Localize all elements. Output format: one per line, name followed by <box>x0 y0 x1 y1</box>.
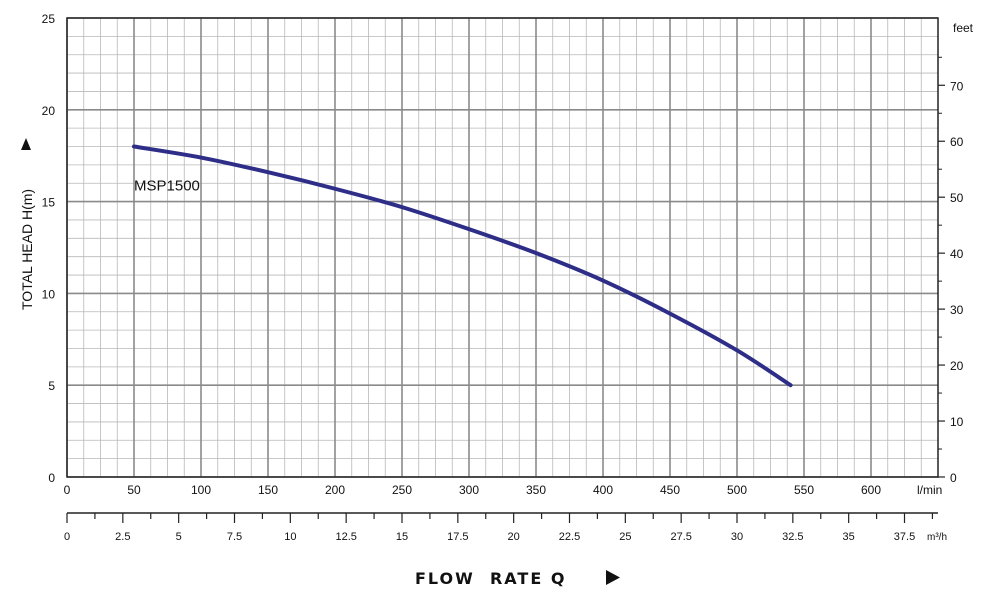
x-tick-label: 450 <box>660 483 680 497</box>
y-tick-label: 5 <box>48 379 55 393</box>
y-tick-label: 15 <box>42 196 56 210</box>
x-tick-label: 600 <box>861 483 881 497</box>
y2-tick-label: 70 <box>950 79 964 93</box>
x-tick-label: 300 <box>459 483 479 497</box>
x2-tick-label: 37.5 <box>894 531 915 543</box>
x-tick-label: 500 <box>727 483 747 497</box>
flow-rate-title: FLOW RATE Q <box>415 569 566 588</box>
x-tick-label: 550 <box>794 483 814 497</box>
y2-axis-unit: feet <box>953 21 974 35</box>
y-axis-title: TOTAL HEAD H(m) <box>19 189 35 310</box>
x2-tick-label: 15 <box>396 531 408 543</box>
x2-tick-label: 5 <box>176 531 182 543</box>
x2-tick-label: 20 <box>508 531 520 543</box>
y2-tick-label: 40 <box>950 247 964 261</box>
y-tick-label: 0 <box>48 471 55 485</box>
y-axis-ticks: 0 5 10 15 20 25 <box>42 12 56 485</box>
x2-tick-label: 0 <box>64 531 70 543</box>
minor-grid <box>66 17 939 478</box>
y2-tick-label: 20 <box>950 359 964 373</box>
y2-tick-label: 50 <box>950 191 964 205</box>
x2-tick-label: 7.5 <box>227 531 242 543</box>
series-layer: MSP1500 <box>132 144 793 388</box>
x-tick-label: 100 <box>191 483 211 497</box>
x2-tick-label: 35 <box>843 531 855 543</box>
x2-tick-label: 25 <box>619 531 631 543</box>
y2-tick-label: 30 <box>950 303 964 317</box>
y2-tick-label: 10 <box>950 415 964 429</box>
x2-tick-label: 30 <box>731 531 743 543</box>
x2-tick-label: 10 <box>284 531 296 543</box>
x-tick-label: 400 <box>593 483 613 497</box>
x2-tick-label: 17.5 <box>447 531 468 543</box>
x2-tick-label: 27.5 <box>670 531 691 543</box>
flow-rate-arrow <box>606 570 620 585</box>
y-tick-label: 20 <box>42 104 56 118</box>
y-tick-label: 10 <box>42 287 56 301</box>
x-tick-label: 0 <box>64 483 71 497</box>
x2-tick-label: 22.5 <box>559 531 580 543</box>
x-tick-label: 250 <box>392 483 412 497</box>
y-axis-title-arrow <box>21 138 31 150</box>
x2-axis: 0 2.5 5 7.5 10 12.5 15 17.5 20 22.5 25 27.5 30 32.5 35… <box>64 512 938 543</box>
x2-axis-unit: m³/h <box>927 532 947 543</box>
x2-tick-label: 32.5 <box>782 531 803 543</box>
series-label-msp1500: MSP1500 <box>134 178 200 195</box>
x-tick-label: 350 <box>526 483 546 497</box>
x-axis-unit: l/min <box>917 483 942 497</box>
x2-tick-label: 12.5 <box>335 531 356 543</box>
x-tick-label: 200 <box>325 483 345 497</box>
y2-axis-ticks: 0 10 20 30 40 50 60 70 <box>938 56 964 485</box>
x2-tick-label: 2.5 <box>115 531 130 543</box>
x-tick-label: 50 <box>127 483 141 497</box>
series-line-msp1500 <box>132 144 793 388</box>
x-tick-label: 150 <box>258 483 278 497</box>
y2-tick-label: 0 <box>950 471 957 485</box>
y-tick-label: 25 <box>42 12 56 26</box>
y2-tick-label: 60 <box>950 135 964 149</box>
x-axis-ticks: 0 50 100 150 200 250 300 350 400 450 500 550 600 <box>64 483 882 497</box>
plot-frame <box>66 17 939 478</box>
